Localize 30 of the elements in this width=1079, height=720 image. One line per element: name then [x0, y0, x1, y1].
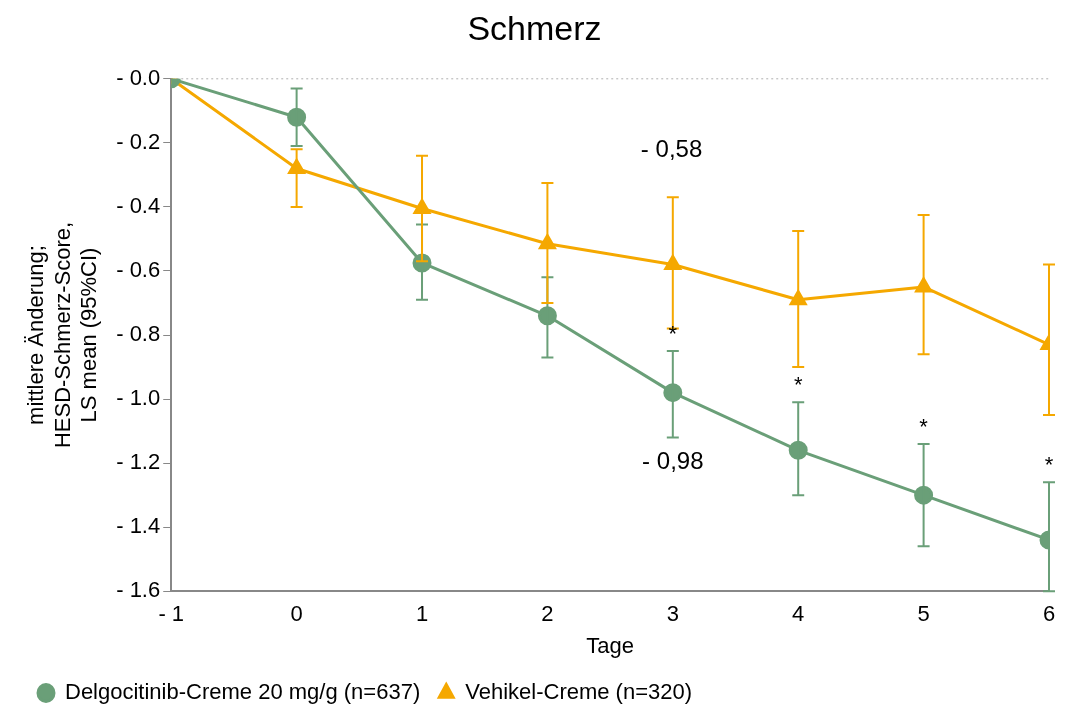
x-tick-label: 0 — [290, 601, 303, 627]
text: LS mean (95%CI) — [76, 247, 102, 423]
x-tick-label: 5 — [917, 601, 930, 627]
y-tick-label: - 0.6 — [116, 257, 161, 283]
x-tick-label: - 1 — [158, 601, 185, 627]
legend-label: Vehikel-Creme (n=320) — [465, 679, 693, 705]
y-tick-label: - 0.8 — [116, 321, 161, 347]
annotation: * — [1044, 452, 1054, 478]
y-tick-label: - 1.4 — [116, 513, 161, 539]
y-tick-label: - 0.0 — [116, 64, 161, 90]
legend-label: Delgocitinib-Creme 20 mg/g (n=637) — [65, 679, 421, 705]
x-tick-label: 3 — [666, 601, 679, 627]
annotation: * — [793, 372, 803, 398]
y-tick-label: - 0.2 — [116, 128, 161, 154]
annotation: - 0,98 — [642, 447, 704, 475]
x-tick-label: 4 — [792, 601, 805, 627]
x-tick-label: 1 — [415, 601, 429, 627]
annotation: * — [919, 413, 929, 439]
text: mittlere Änderung; — [23, 245, 49, 425]
y-tick-label: - 1.0 — [116, 385, 161, 411]
y-tick-label: - 1.2 — [116, 449, 161, 475]
x-tick-label: 6 — [1042, 601, 1056, 627]
annotation: - 0,58 — [640, 135, 703, 163]
chart-title: Schmerz — [467, 8, 602, 47]
y-tick-label: - 0.4 — [116, 192, 161, 218]
text: HESD-Schmerz-Score, — [49, 221, 75, 449]
x-axis-title: Tage — [586, 632, 634, 658]
x-tick-label: 2 — [541, 601, 554, 627]
annotation: * — [668, 321, 678, 347]
y-tick-label: - 1.6 — [116, 577, 161, 603]
